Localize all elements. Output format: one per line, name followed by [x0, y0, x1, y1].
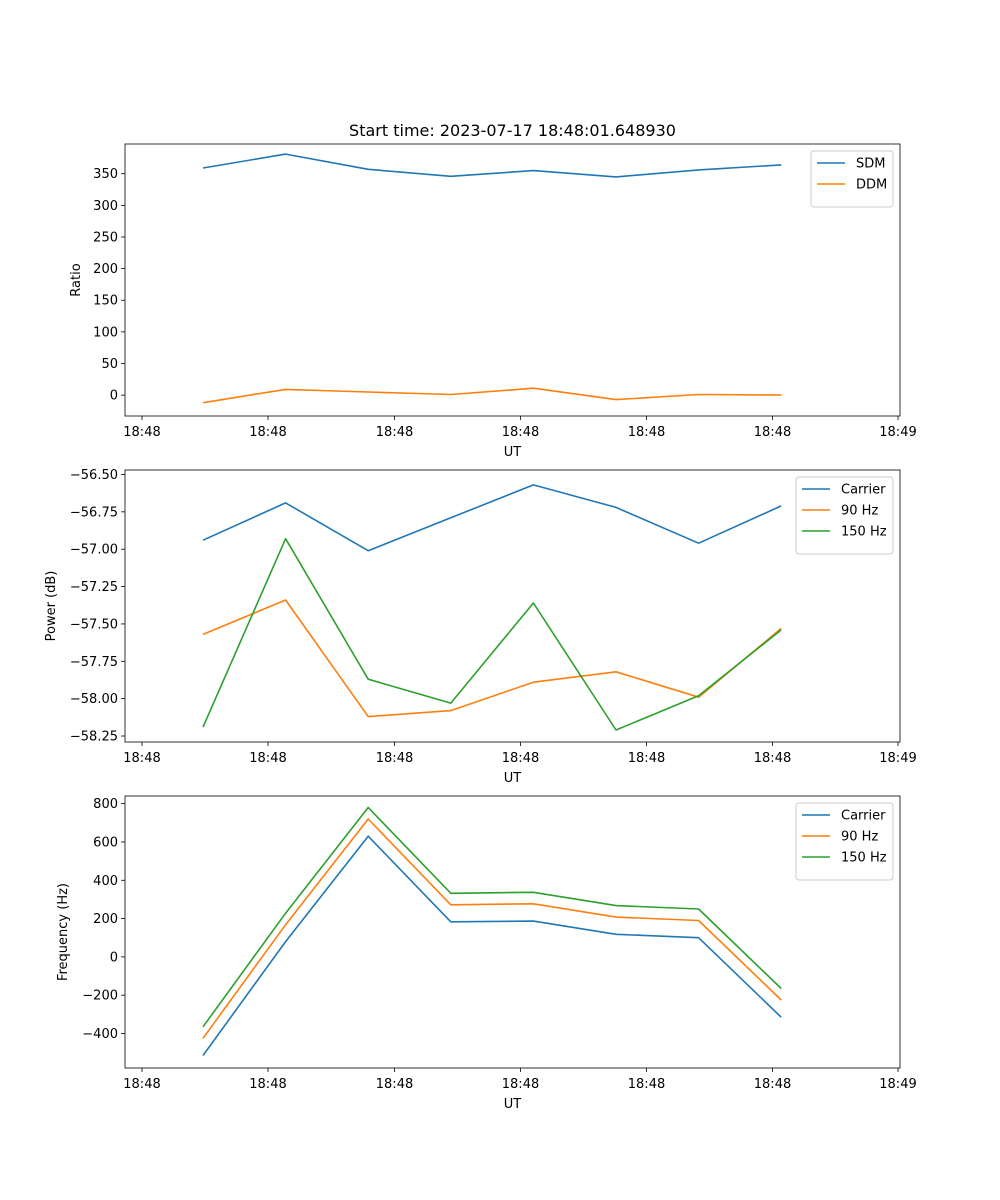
legend-box [795, 476, 894, 555]
x-tick-label: 18:48 [376, 425, 413, 440]
x-tick-label: 18:48 [249, 1077, 286, 1092]
y-tick-label: 350 [93, 167, 118, 182]
axes-frame [124, 469, 901, 743]
x-tick-label: 18:48 [754, 751, 791, 766]
y-tick-label: −58.25 [70, 730, 118, 745]
y-tick-label: 0 [110, 389, 118, 404]
y-tick-label: 200 [93, 262, 118, 277]
axes-frame [124, 143, 901, 417]
x-tick-label: 18:48 [123, 751, 160, 766]
y-tick-label: −57.50 [70, 617, 118, 632]
x-tick-label: 18:48 [376, 751, 413, 766]
chart-panel-1: 0 50 100 150 200 250 300 350 18:48 18:48 18:48 18:4… [69, 143, 917, 460]
y-tick-label: 300 [93, 199, 118, 214]
series-line-90-hz [202, 599, 782, 718]
legend: Carrier 90 Hz 150 Hz [795, 802, 894, 881]
y-tick-label: −57.00 [70, 543, 118, 558]
x-tick-label: 18:48 [628, 751, 665, 766]
y-axis-label: Frequency (Hz) [56, 883, 71, 981]
y-tick-label: 600 [93, 835, 118, 850]
x-tick-label: 18:49 [879, 1077, 916, 1092]
series-line-sdm [202, 153, 782, 178]
legend-box [810, 150, 894, 208]
x-tick-label: 18:48 [754, 425, 791, 440]
y-tick-label: −57.25 [70, 580, 118, 595]
y-tick-label: 100 [93, 325, 118, 340]
y-tick-label: 800 [93, 797, 118, 812]
x-tick-label: 18:48 [249, 751, 286, 766]
axes-frame [124, 795, 901, 1069]
y-tick-label: 400 [93, 874, 118, 889]
legend-label: 150 Hz [841, 851, 887, 866]
legend: SDM DDM [810, 150, 894, 208]
axes-root: 0 50 100 150 200 250 300 350 18:48 18:48 18:48 18:4… [44, 143, 917, 1112]
x-tick-label: 18:48 [502, 751, 539, 766]
x-tick-label: 18:48 [502, 425, 539, 440]
x-tick-label: 18:48 [249, 425, 286, 440]
y-tick-label: −400 [82, 1027, 118, 1042]
chart-panel-3: −400 −200 0 200 400 600 800 18:48 18:48 18:48 18:4… [56, 795, 917, 1112]
series-line-150-hz [202, 537, 782, 731]
legend-box [795, 802, 894, 881]
legend-label: Carrier [841, 483, 886, 498]
y-tick-label: −200 [82, 989, 118, 1004]
legend-label: SDM [856, 157, 885, 172]
x-tick-label: 18:49 [879, 751, 916, 766]
x-tick-label: 18:48 [123, 1077, 160, 1092]
y-tick-label: −58.00 [70, 692, 118, 707]
series-line-ddm [202, 387, 782, 404]
series-line-150-hz [202, 806, 782, 1028]
y-tick-label: −56.75 [70, 505, 118, 520]
x-tick-label: 18:48 [123, 425, 160, 440]
y-tick-label: −57.75 [70, 655, 118, 670]
legend-label: 90 Hz [841, 830, 878, 845]
x-tick-label: 18:48 [502, 1077, 539, 1092]
chart-panel-2: −58.25 −58.00 −57.75 −57.50 −57.25 −57.00 −56.… [44, 468, 917, 786]
y-axis-label: Ratio [69, 263, 84, 296]
x-tick-label: 18:49 [879, 425, 916, 440]
legend-label: DDM [856, 178, 887, 193]
series-line-carrier [202, 835, 782, 1056]
x-tick-label: 18:48 [376, 1077, 413, 1092]
y-tick-label: 50 [101, 357, 118, 372]
y-axis-label: Power (dB) [44, 571, 59, 642]
x-tick-label: 18:48 [628, 1077, 665, 1092]
x-axis-label: UT [504, 771, 522, 786]
y-tick-label: 0 [110, 950, 118, 965]
y-tick-label: 250 [93, 230, 118, 245]
x-axis-label: UT [504, 445, 522, 460]
y-tick-label: 150 [93, 294, 118, 309]
figure-title: Start time: 2023-07-17 18:48:01.648930 [349, 121, 676, 140]
y-tick-label: 200 [93, 912, 118, 927]
x-tick-label: 18:48 [628, 425, 665, 440]
legend-label: 90 Hz [841, 504, 878, 519]
legend-label: 150 Hz [841, 525, 887, 540]
series-line-90-hz [202, 818, 782, 1039]
x-axis-label: UT [504, 1097, 522, 1112]
series-line-carrier [202, 484, 782, 552]
x-tick-label: 18:48 [754, 1077, 791, 1092]
y-tick-label: −56.50 [70, 468, 118, 483]
legend-label: Carrier [841, 809, 886, 824]
legend: Carrier 90 Hz 150 Hz [795, 476, 894, 555]
